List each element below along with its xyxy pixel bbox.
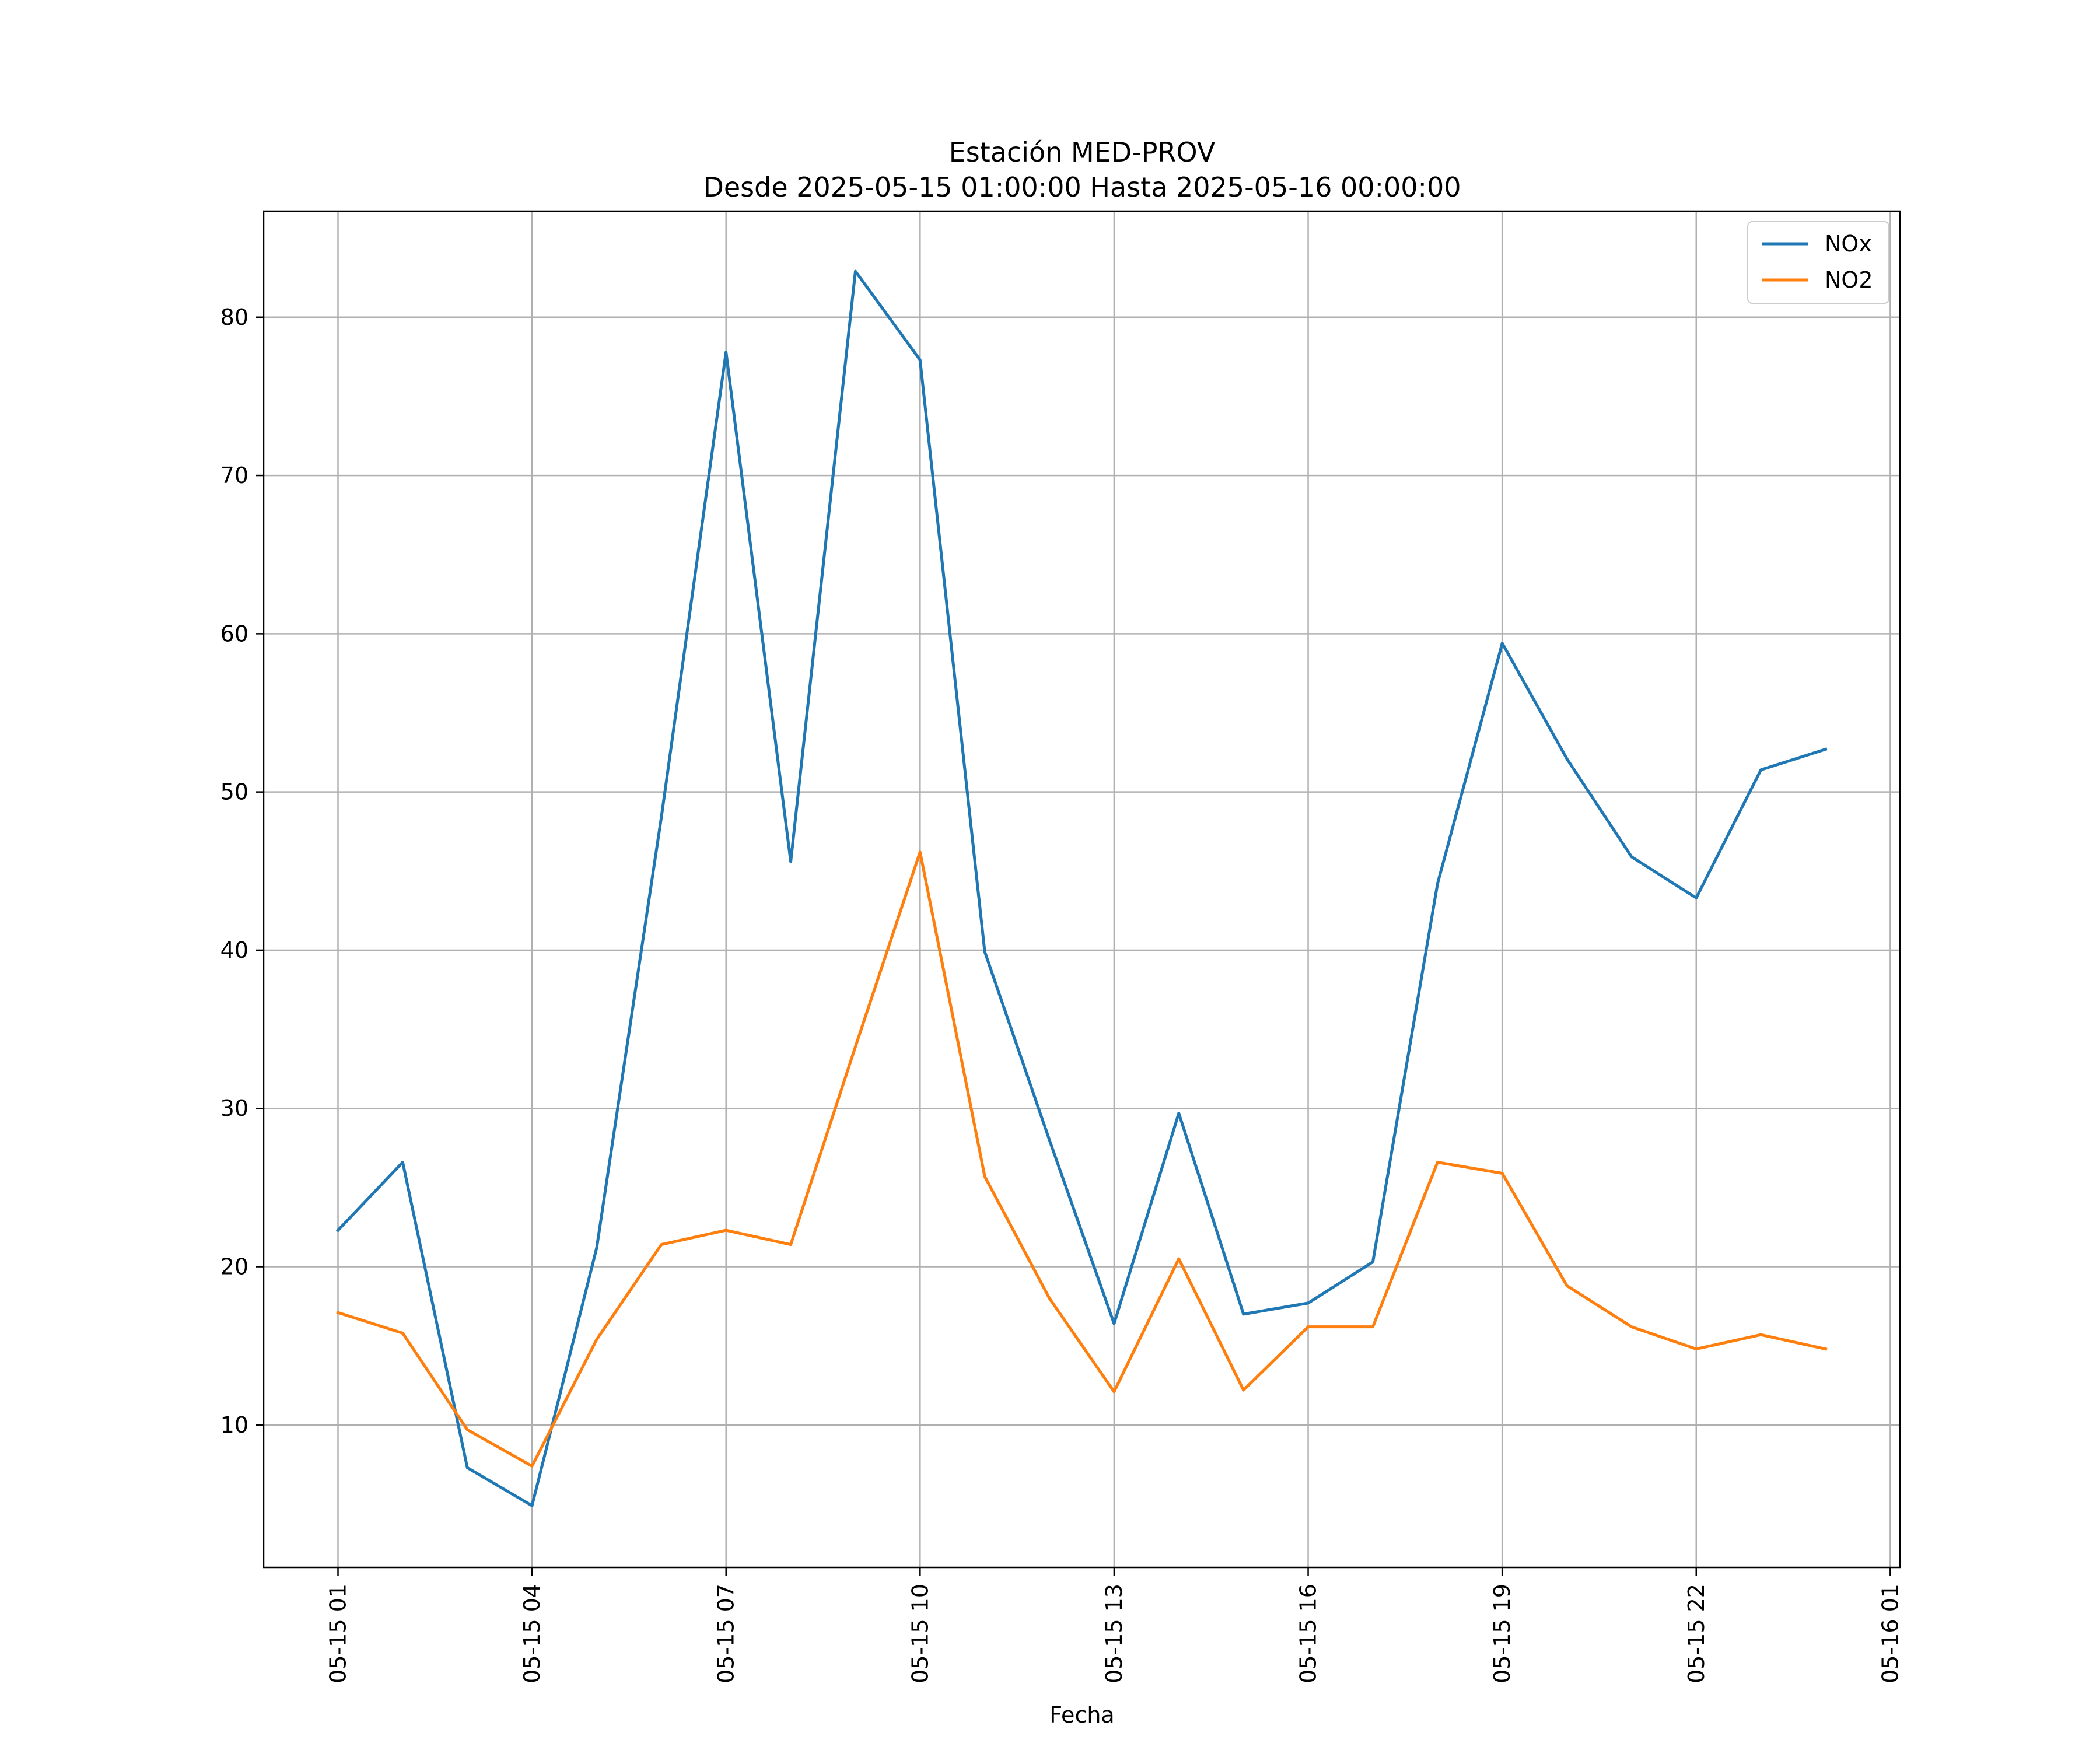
x-tick-label: 05-15 22	[1684, 1584, 1709, 1684]
legend-label-nox: NOx	[1825, 231, 1872, 257]
chart-title: Estación MED-PROV	[949, 136, 1216, 168]
x-tick-label: 05-16 01	[1877, 1584, 1903, 1684]
x-tick-label: 05-15 01	[326, 1584, 351, 1684]
x-axis-label: Fecha	[1049, 1702, 1114, 1728]
series-line-nox	[335, 270, 1828, 1507]
series-lines	[335, 270, 1828, 1507]
plot-frame	[262, 210, 1901, 1569]
y-tick-label: 80	[220, 304, 249, 330]
x-axis: 05-15 01 05-15 04 05-15 07 05-15 10 05-15 13…	[326, 1567, 1903, 1684]
y-tick-label: 60	[220, 621, 249, 646]
x-tick-label: 05-15 16	[1296, 1584, 1321, 1684]
y-tick-label: 20	[220, 1254, 249, 1280]
series-line-no2	[336, 850, 1828, 1468]
legend-box	[1747, 221, 1889, 304]
y-tick-label: 30	[220, 1096, 249, 1121]
y-tick-label: 40	[220, 937, 249, 963]
grid-lines	[264, 211, 1900, 1567]
x-tick-label: 05-15 04	[519, 1584, 545, 1684]
y-tick-label: 70	[220, 463, 249, 488]
legend: NOx NO2	[1747, 221, 1889, 304]
x-tick-label: 05-15 19	[1489, 1584, 1515, 1684]
x-tick-label: 05-15 13	[1101, 1584, 1127, 1684]
x-tick-label: 05-15 10	[907, 1584, 933, 1684]
y-tick-label: 50	[220, 779, 249, 805]
x-tick-label: 05-15 07	[713, 1584, 739, 1684]
y-tick-label: 10	[220, 1412, 249, 1438]
y-axis: 10 20 30 40 50 60 70 80	[220, 304, 264, 1438]
legend-label-no2: NO2	[1825, 267, 1873, 293]
chart-subtitle: Desde 2025-05-15 01:00:00 Hasta 2025-05-…	[703, 172, 1461, 203]
